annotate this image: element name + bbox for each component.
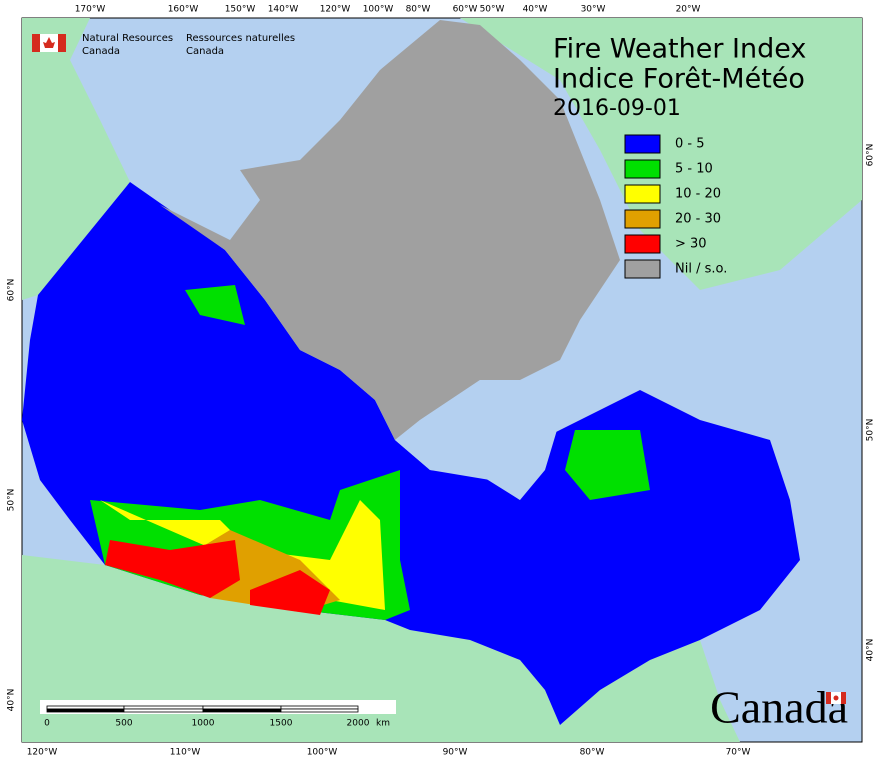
latitude-label: 60°N: [866, 144, 876, 167]
region-fwi: [105, 540, 240, 598]
latitude-label: 40°N: [866, 639, 876, 662]
scale-label: 500: [115, 719, 132, 729]
legend-label: > 30: [675, 237, 707, 252]
region-fwi: [185, 285, 245, 325]
longitude-label: 80°W: [406, 5, 431, 15]
scale-seg: [123, 705, 204, 710]
legend-label: 10 - 20: [675, 187, 721, 202]
scale-seg: [202, 705, 282, 710]
legend-swatch: [624, 259, 661, 279]
scale-seg: [280, 705, 359, 710]
legend-swatch: [624, 134, 661, 154]
logo: [32, 34, 66, 52]
longitude-label: 50°W: [480, 5, 505, 15]
region-fwi: [250, 570, 330, 615]
longitude-label: 120°W: [27, 748, 58, 758]
legend-swatch: [624, 234, 661, 254]
legend-swatch: [624, 209, 661, 229]
scale-label: 1500: [270, 719, 293, 729]
legend-label: Nil / s.o.: [675, 262, 727, 277]
latitude-label: 50°N: [7, 489, 17, 512]
longitude-label: 120°W: [320, 5, 351, 15]
scale-bar: 0 500 1000 1500 2000 km: [40, 700, 396, 729]
scale-unit: km: [376, 719, 390, 729]
wordmark-flag: [826, 692, 846, 704]
scale-seg: [280, 708, 359, 713]
longitude-label: 70°W: [726, 748, 751, 758]
scale-seg: [202, 708, 282, 713]
greenland: [460, 18, 862, 290]
region-nil: [160, 20, 620, 440]
longitude-label: 40°W: [523, 5, 548, 15]
title-fr: Indice Forêt-Météo: [553, 64, 805, 95]
legend-label: 0 - 5: [675, 137, 705, 152]
latitude-label: 60°N: [7, 279, 17, 302]
agency-en: Canada: [82, 46, 120, 57]
scale-seg: [123, 708, 204, 713]
longitude-label: 30°W: [581, 5, 606, 15]
latitude-label: 50°N: [866, 419, 876, 442]
title-en: Fire Weather Index: [553, 34, 806, 65]
alaska: [22, 18, 130, 300]
agency-fr: Ressources naturelles: [186, 33, 295, 44]
wordmark: Canada: [710, 682, 848, 733]
legend-swatch: [624, 184, 661, 204]
latitude-label: 40°N: [7, 689, 17, 712]
longitude-label: 170°W: [75, 5, 106, 15]
date: 2016-09-01: [553, 96, 681, 121]
longitude-label: 90°W: [443, 748, 468, 758]
hudson-bay: [395, 380, 560, 500]
longitude-label: 150°W: [225, 5, 256, 15]
longitude-label: 20°W: [676, 5, 701, 15]
legend-label: 5 - 10: [675, 162, 713, 177]
longitude-label: 140°W: [268, 5, 299, 15]
agency-en: Natural Resources: [82, 33, 173, 44]
longitude-label: 60°W: [453, 5, 478, 15]
usa: [22, 555, 740, 742]
scale-seg: [46, 708, 125, 713]
legend-swatch: [624, 159, 661, 179]
longitude-label: 100°W: [307, 748, 338, 758]
longitude-label: 100°W: [363, 5, 394, 15]
scale-label: 2000: [347, 719, 370, 729]
longitude-label: 80°W: [580, 748, 605, 758]
scale-label: 0: [44, 719, 50, 729]
longitude-label: 110°W: [170, 748, 201, 758]
scale-label: 1000: [192, 719, 215, 729]
legend: 0 - 5 5 - 10 10 - 20 20 - 30 > 30 Nil / s.o.: [624, 134, 727, 279]
region-fwi: [565, 430, 650, 500]
legend-label: 20 - 30: [675, 212, 721, 227]
scale-seg: [46, 705, 125, 710]
agency-fr: Canada: [186, 46, 224, 57]
longitude-label: 160°W: [168, 5, 199, 15]
